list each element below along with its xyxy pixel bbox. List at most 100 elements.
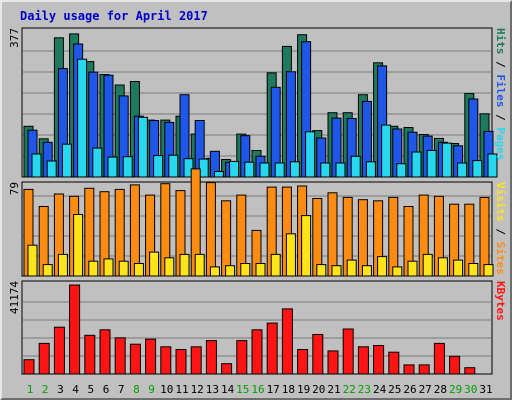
bar-visits (270, 253, 281, 277)
bar-pages (168, 154, 179, 178)
bar-kbytes (175, 349, 187, 375)
bar-kbytes (342, 328, 354, 375)
y-axis-max-label: 79 (8, 182, 21, 195)
x-tick-label: 21 (327, 383, 340, 396)
bar-pages (153, 155, 164, 178)
x-tick-label: 16 (251, 383, 264, 396)
x-tick-label: 13 (206, 383, 219, 396)
bar-pages (457, 162, 468, 178)
bar-kbytes (205, 340, 217, 375)
bar-pages (183, 158, 194, 178)
bar-kbytes (464, 367, 476, 375)
bar-visits (149, 251, 160, 277)
bar-kbytes (160, 346, 172, 375)
bar-pages (107, 156, 118, 178)
bar-visits (468, 263, 479, 277)
x-tick-label: 6 (103, 383, 110, 396)
bar-visits (437, 257, 448, 277)
x-tick-label: 12 (191, 383, 204, 396)
x-tick-label: 11 (175, 383, 188, 396)
bar-pages (137, 116, 148, 178)
bar-sites (205, 182, 216, 277)
bar-kbytes (84, 334, 96, 375)
legend-bottom: KBytes (494, 281, 507, 321)
bar-files (285, 71, 296, 178)
bar-kbytes (251, 329, 263, 375)
bar-pages (381, 124, 392, 178)
x-tick-label: 5 (87, 383, 94, 396)
series-visits (27, 214, 494, 277)
bar-pages (244, 161, 255, 178)
x-tick-label: 24 (373, 383, 387, 396)
x-tick-label: 29 (449, 383, 462, 396)
x-tick-label: 8 (133, 383, 140, 396)
bar-pages (320, 162, 331, 178)
bar-sites (357, 199, 368, 277)
bar-sites (221, 200, 232, 277)
legend-entry: Hits (494, 28, 507, 55)
legend-entry: Pages (494, 127, 507, 160)
x-tick-label: 26 (403, 383, 416, 396)
bar-pages (77, 58, 88, 178)
bar-visits (209, 266, 220, 277)
bar-pages (426, 150, 437, 178)
bar-pages (61, 143, 72, 178)
bar-pages (472, 160, 483, 178)
x-tick-label: 31 (479, 383, 492, 396)
bar-visits (316, 264, 327, 277)
legend-separator: / (494, 108, 507, 128)
bar-pages (305, 131, 316, 178)
x-tick-label: 9 (148, 383, 155, 396)
bar-kbytes (190, 346, 202, 375)
bar-kbytes (373, 345, 385, 375)
bar-sites (129, 184, 140, 277)
x-tick-label: 30 (464, 383, 477, 396)
bar-pages (92, 147, 103, 178)
bar-sites (388, 196, 399, 277)
bar-kbytes (221, 363, 233, 375)
bar-pages (441, 142, 452, 178)
bar-pages (289, 161, 300, 178)
x-tick-label: 27 (419, 383, 432, 396)
bar-kbytes (433, 342, 445, 375)
x-tick-label: 1 (27, 383, 34, 396)
x-tick-label: 7 (118, 383, 125, 396)
bar-sites (327, 192, 338, 277)
bar-visits (285, 233, 296, 277)
x-tick-label: 18 (282, 383, 295, 396)
bar-pages (31, 153, 42, 178)
bar-visits (225, 265, 236, 277)
bar-pages (259, 162, 270, 178)
bar-pages (487, 153, 498, 178)
x-tick-label: 23 (358, 383, 371, 396)
y-axis-max-label: 377 (8, 28, 21, 48)
legend-top: Hits / Files / Pages (494, 28, 507, 161)
bar-visits (240, 263, 251, 277)
x-tick-label: 2 (42, 383, 49, 396)
bar-visits (73, 214, 84, 277)
bar-kbytes (38, 342, 50, 375)
bar-pages (365, 161, 376, 178)
bar-kbytes (357, 346, 369, 375)
bar-pages (350, 155, 361, 178)
legend-entry: Files (494, 74, 507, 107)
bar-kbytes (114, 337, 126, 375)
chart-title: Daily usage for April 2017 (20, 9, 208, 23)
bar-pages (229, 160, 240, 178)
x-tick-label: 17 (267, 383, 280, 396)
bar-visits (392, 266, 403, 277)
x-tick-label: 20 (312, 383, 325, 396)
bar-visits (407, 260, 418, 277)
bar-visits (164, 257, 175, 277)
bar-visits (422, 253, 433, 277)
bar-visits (118, 260, 129, 277)
bar-pages (335, 162, 346, 178)
x-tick-label: 19 (297, 383, 310, 396)
bar-visits (255, 263, 266, 277)
bar-kbytes (449, 355, 461, 375)
bar-kbytes (236, 340, 248, 375)
bar-kbytes (297, 349, 309, 375)
panel-hits-files-pages: 377 (8, 27, 498, 178)
bar-visits (133, 263, 144, 277)
